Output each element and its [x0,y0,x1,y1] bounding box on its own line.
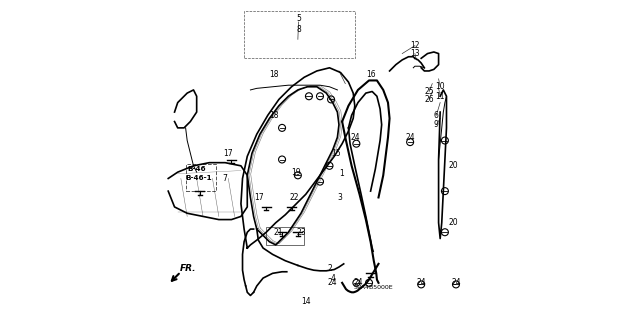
Text: 18: 18 [269,70,279,78]
Text: 15: 15 [332,149,341,158]
Text: B-46: B-46 [188,166,207,172]
Text: 24: 24 [328,278,337,287]
Text: 1: 1 [339,169,344,178]
Text: 17: 17 [223,149,233,158]
Text: B-46-1: B-46-1 [186,175,212,182]
Text: 14: 14 [301,297,310,306]
Text: 17: 17 [255,193,264,202]
Text: FR.: FR. [180,264,196,273]
Text: 18: 18 [269,111,279,120]
Text: 24: 24 [405,133,415,142]
Text: 25: 25 [424,87,434,96]
Text: 13: 13 [410,49,420,58]
Text: 24: 24 [417,278,426,287]
Text: 22: 22 [289,193,299,202]
Text: 26: 26 [424,95,434,104]
Text: 20: 20 [448,161,458,170]
Text: SVA4B5000E: SVA4B5000E [353,285,393,290]
Text: 3: 3 [337,193,342,202]
Text: 4: 4 [330,274,335,283]
Text: 8: 8 [296,25,301,34]
Text: 24: 24 [451,278,461,287]
Text: 5: 5 [296,14,301,23]
Text: 19: 19 [291,168,301,177]
Text: 2: 2 [327,264,332,273]
Text: 7: 7 [222,174,227,183]
Text: 20: 20 [448,218,458,227]
Text: 24: 24 [353,278,363,287]
Text: 9: 9 [434,120,439,129]
Text: 21: 21 [273,228,283,237]
Text: 12: 12 [410,41,420,50]
Text: 23: 23 [296,228,306,237]
Text: 11: 11 [435,92,445,101]
Text: 10: 10 [435,82,445,91]
Text: 6: 6 [434,111,439,120]
Text: 24: 24 [351,133,360,142]
Text: 16: 16 [367,70,376,78]
